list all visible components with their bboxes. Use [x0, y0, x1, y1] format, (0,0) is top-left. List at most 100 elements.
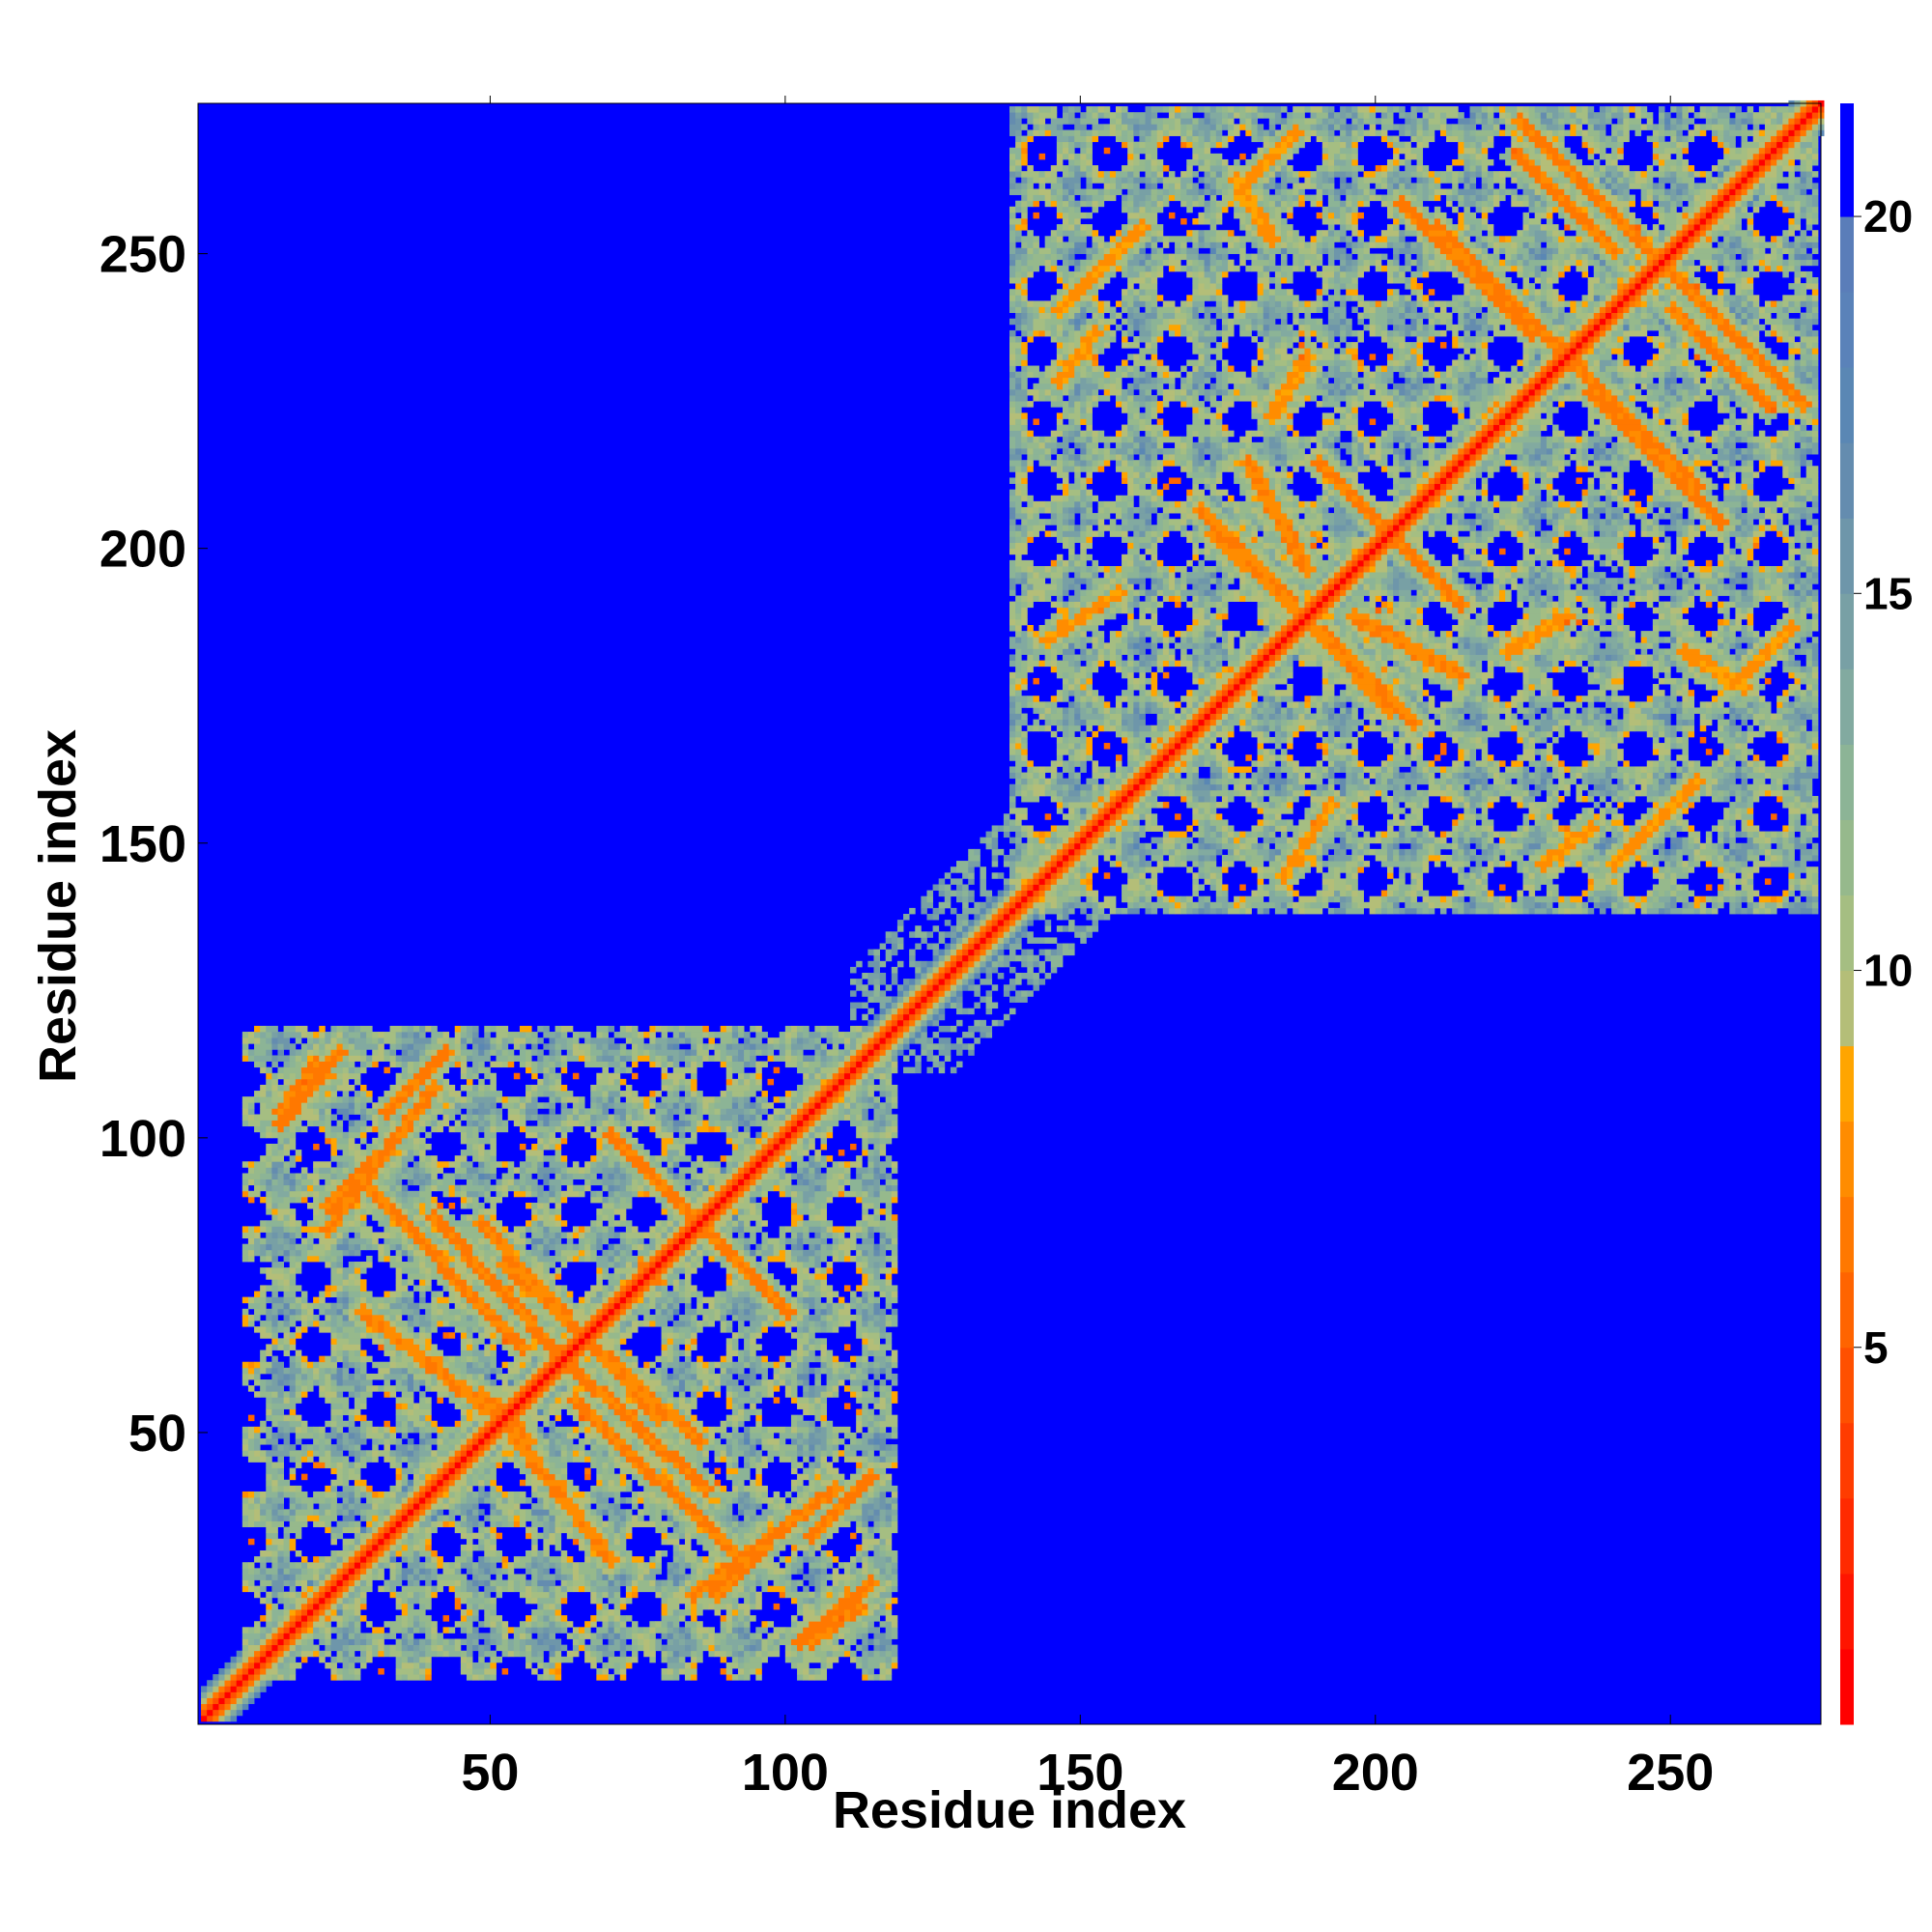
- heatmap-cell: [507, 1379, 515, 1386]
- heatmap-cell: [566, 1633, 574, 1639]
- heatmap-cell: [613, 1456, 621, 1463]
- heatmap-cell: [867, 1450, 874, 1457]
- heatmap-cell: [507, 1344, 515, 1350]
- heatmap-cell: [608, 1321, 615, 1327]
- heatmap-cell: [330, 1414, 337, 1422]
- heatmap-cell: [667, 1627, 674, 1634]
- heatmap-cell: [407, 1532, 414, 1540]
- heatmap-cell: [619, 1568, 627, 1575]
- heatmap-cell: [330, 1562, 337, 1569]
- heatmap-cell: [289, 1308, 297, 1316]
- heatmap-cell: [325, 1638, 331, 1646]
- heatmap-cell: [843, 1367, 851, 1375]
- heatmap-cell: [300, 1385, 308, 1392]
- heatmap-cell: [366, 1420, 373, 1428]
- heatmap-cell: [395, 1279, 403, 1286]
- heatmap-cell: [454, 1621, 462, 1628]
- heatmap-cell: [319, 1450, 326, 1457]
- heatmap-cell: [638, 1638, 644, 1646]
- heatmap-cell: [572, 1450, 580, 1457]
- heatmap-cell: [448, 1467, 456, 1475]
- heatmap-cell: [283, 1532, 291, 1540]
- heatmap-cell: [731, 1391, 739, 1398]
- heatmap-cell: [247, 1644, 261, 1652]
- heatmap-cell: [685, 1509, 692, 1516]
- heatmap-cell: [755, 1497, 762, 1504]
- heatmap-cell: [809, 1350, 815, 1357]
- heatmap-cell: [289, 1473, 297, 1481]
- heatmap-cell: [478, 1321, 491, 1327]
- heatmap-cell: [271, 1644, 278, 1652]
- heatmap-cell: [466, 1485, 473, 1492]
- heatmap-cell: [755, 1285, 768, 1292]
- heatmap-cell: [744, 1338, 751, 1345]
- heatmap-cell: [395, 1520, 403, 1527]
- heatmap-cell: [873, 1562, 887, 1569]
- heatmap-cell: [608, 1574, 615, 1580]
- heatmap-cell: [602, 1302, 609, 1310]
- heatmap-cell: [820, 1526, 828, 1534]
- heatmap-cell: [271, 1302, 284, 1310]
- heatmap-cell: [803, 1350, 810, 1357]
- heatmap-cell: [526, 1497, 532, 1504]
- heatmap-cell: [755, 1414, 762, 1422]
- heatmap-cell: [513, 1503, 521, 1510]
- heatmap-cell: [672, 1473, 680, 1481]
- heatmap-cell: [867, 1350, 874, 1357]
- heatmap-cell: [655, 1562, 662, 1569]
- heatmap-cell: [442, 1520, 450, 1527]
- heatmap-cell: [247, 1662, 255, 1669]
- heatmap-cell: [608, 1302, 615, 1310]
- heatmap-cell: [731, 1609, 739, 1616]
- heatmap-cell: [638, 1373, 644, 1380]
- heatmap-cell: [537, 1314, 544, 1321]
- heatmap-cell: [755, 1597, 762, 1605]
- heatmap-cell: [862, 1367, 868, 1375]
- heatmap-cell: [862, 1432, 874, 1439]
- heatmap-cell: [737, 1397, 751, 1404]
- heatmap-cell: [590, 1420, 597, 1428]
- heatmap-cell: [602, 1273, 609, 1280]
- heatmap-cell: [325, 1585, 331, 1593]
- heatmap-cell: [247, 1538, 255, 1546]
- heatmap-cell: [407, 1509, 414, 1516]
- heatmap-cell: [271, 1444, 278, 1451]
- heatmap-cell: [442, 1479, 450, 1487]
- heatmap-cell: [750, 1397, 756, 1404]
- heatmap-cell: [619, 1391, 627, 1398]
- heatmap-cell: [454, 1432, 462, 1439]
- heatmap-cell: [501, 1397, 509, 1404]
- heatmap-cell: [437, 1509, 443, 1516]
- heatmap-cell: [784, 1491, 792, 1498]
- heatmap-cell: [549, 1556, 562, 1563]
- heatmap-cell: [720, 1668, 727, 1675]
- heatmap-cell: [619, 1296, 627, 1304]
- heatmap-cell: [584, 1420, 591, 1428]
- heatmap-cell: [271, 1379, 278, 1386]
- heatmap-cell: [672, 1621, 680, 1628]
- heatmap-cell: [266, 1408, 272, 1416]
- heatmap-cell: [384, 1296, 390, 1304]
- heatmap-cell: [366, 1373, 384, 1380]
- heatmap-cell: [862, 1562, 868, 1569]
- heatmap-cell: [484, 1662, 491, 1669]
- heatmap-cell: [632, 1585, 639, 1593]
- heatmap-cell: [554, 1562, 562, 1569]
- heatmap-cell: [619, 1532, 627, 1540]
- heatmap-cell: [632, 1408, 639, 1416]
- heatmap-cell: [401, 1391, 414, 1398]
- heatmap-cell: [767, 1279, 775, 1286]
- heatmap-cell: [419, 1279, 426, 1286]
- heatmap-cell: [554, 1644, 562, 1652]
- heatmap-cell: [632, 1497, 639, 1504]
- heatmap-cell: [342, 1285, 350, 1292]
- heatmap-cell: [590, 1332, 597, 1339]
- heatmap-cell: [307, 1603, 314, 1610]
- heatmap-cell: [797, 1650, 804, 1658]
- heatmap-cell: [826, 1438, 834, 1445]
- heatmap-cell: [448, 1503, 456, 1510]
- heatmap-cell: [632, 1579, 639, 1587]
- heatmap-cell: [242, 1680, 249, 1687]
- heatmap-cell: [277, 1674, 284, 1681]
- heatmap-cell: [755, 1326, 762, 1333]
